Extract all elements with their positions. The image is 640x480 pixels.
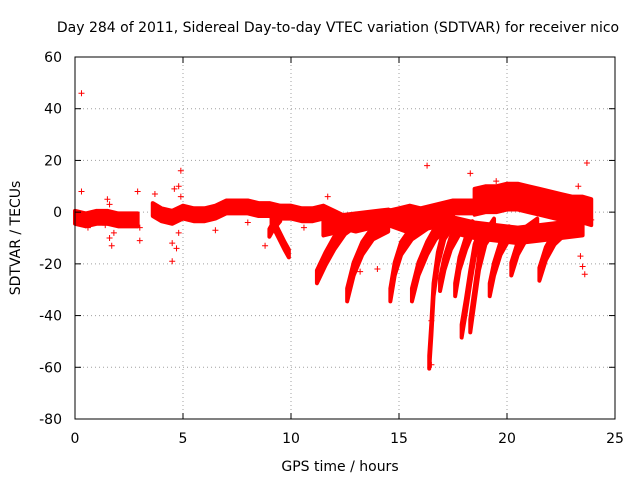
data-band-5 bbox=[314, 211, 358, 286]
data-point bbox=[262, 242, 269, 249]
data-point bbox=[177, 167, 184, 174]
data-point bbox=[177, 193, 184, 200]
data-point bbox=[575, 183, 582, 190]
data-bands bbox=[73, 181, 594, 371]
x-tick-label: 20 bbox=[498, 431, 516, 447]
data-point bbox=[108, 242, 115, 249]
data-point bbox=[581, 271, 588, 278]
data-band-12 bbox=[459, 224, 484, 340]
data-band-16 bbox=[537, 219, 568, 283]
data-point bbox=[169, 258, 176, 265]
data-point bbox=[493, 178, 500, 185]
data-point bbox=[136, 237, 143, 244]
data-point bbox=[424, 162, 431, 169]
x-tick-label: 25 bbox=[606, 431, 624, 447]
y-axis-label: SDTVAR / TECUs bbox=[8, 181, 24, 296]
data-point bbox=[374, 266, 381, 273]
data-point bbox=[365, 214, 372, 221]
data-point bbox=[506, 183, 513, 190]
x-tick-label: 10 bbox=[282, 431, 300, 447]
x-axis-label: GPS time / hours bbox=[281, 459, 398, 475]
data-point bbox=[324, 193, 331, 200]
data-point bbox=[588, 216, 595, 223]
x-tick-label: 15 bbox=[390, 431, 408, 447]
data-point bbox=[300, 224, 307, 231]
data-point bbox=[482, 185, 489, 192]
y-tick-label: 60 bbox=[44, 50, 62, 66]
data-point bbox=[357, 268, 364, 275]
data-point bbox=[104, 196, 111, 203]
x-tick-label: 5 bbox=[179, 431, 188, 447]
plot-frame bbox=[74, 56, 616, 420]
data-band-10 bbox=[438, 219, 462, 294]
y-axis-ticks: -80 -60 -40 -20 0 20 40 60 bbox=[39, 50, 615, 428]
data-band-13 bbox=[468, 216, 497, 335]
data-point bbox=[78, 188, 85, 195]
data-band-7 bbox=[388, 214, 430, 304]
data-point bbox=[169, 240, 176, 247]
data-point bbox=[173, 245, 180, 252]
y-tick-label: -20 bbox=[39, 257, 62, 273]
y-tick-label: 0 bbox=[53, 205, 62, 221]
data-point bbox=[577, 253, 584, 260]
data-band-11 bbox=[453, 219, 475, 299]
data-point bbox=[175, 229, 182, 236]
data-point bbox=[175, 183, 182, 190]
data-point bbox=[151, 191, 158, 198]
y-tick-label: -80 bbox=[39, 412, 62, 428]
y-tick-label: -60 bbox=[39, 360, 62, 376]
data-point bbox=[106, 235, 113, 241]
data-point bbox=[212, 227, 219, 234]
data-points bbox=[74, 90, 595, 368]
x-axis-ticks: 0 5 10 15 20 25 bbox=[71, 57, 624, 447]
data-band-9 bbox=[427, 211, 455, 371]
data-point bbox=[171, 185, 178, 192]
data-band-1 bbox=[73, 208, 140, 229]
y-tick-label: -40 bbox=[39, 309, 62, 325]
data-point bbox=[78, 90, 85, 97]
data-point bbox=[110, 229, 117, 236]
data-point bbox=[102, 222, 109, 229]
data-point bbox=[558, 222, 564, 229]
data-point bbox=[134, 188, 141, 195]
data-point bbox=[106, 201, 113, 208]
x-tick-label: 0 bbox=[71, 431, 80, 447]
data-band-6 bbox=[345, 216, 391, 304]
y-tick-label: 20 bbox=[44, 153, 62, 169]
chart-title: Day 284 of 2011, Sidereal Day-to-day VTE… bbox=[57, 20, 619, 36]
data-point bbox=[84, 224, 91, 231]
y-tick-label: 40 bbox=[44, 102, 62, 118]
data-point bbox=[579, 263, 586, 270]
data-band-14 bbox=[487, 224, 512, 299]
data-point bbox=[428, 361, 435, 368]
data-band-18 bbox=[267, 211, 283, 239]
data-point bbox=[467, 170, 474, 177]
data-point bbox=[583, 160, 590, 167]
data-point bbox=[136, 224, 143, 231]
data-band-15 bbox=[509, 216, 540, 278]
data-point bbox=[244, 219, 251, 226]
data-band-3 bbox=[472, 181, 594, 228]
data-point bbox=[428, 317, 435, 324]
